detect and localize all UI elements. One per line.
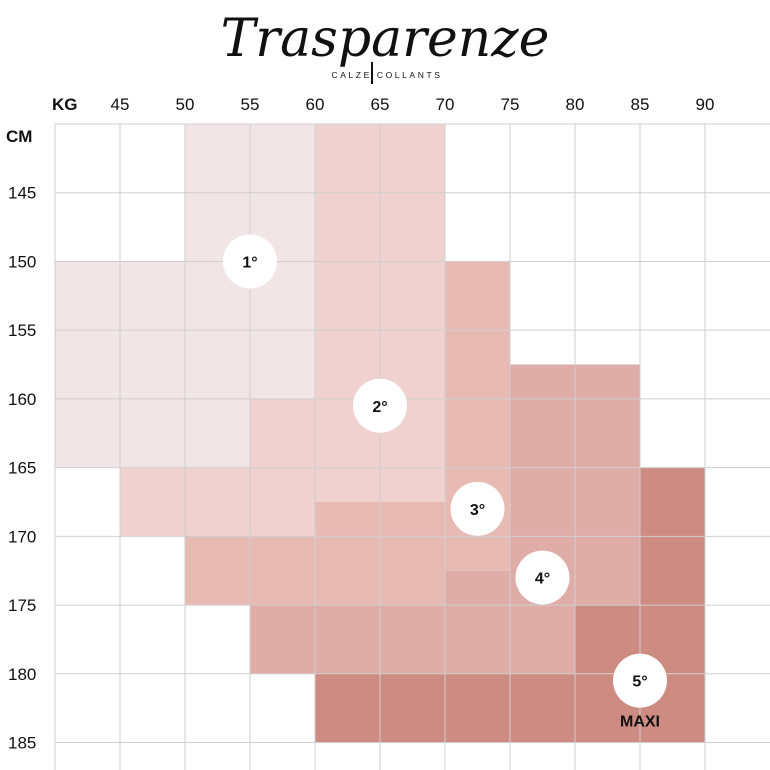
size-2-badge [353, 378, 407, 433]
size-5-badge [613, 653, 667, 708]
size-4-region [250, 605, 575, 674]
y-tick-label: 185 [8, 734, 36, 753]
y-unit-label: CM [6, 127, 32, 146]
y-tick-label: 165 [8, 459, 36, 478]
size-3-label: 3° [470, 502, 485, 519]
size-5-sublabel: MAXI [620, 714, 660, 731]
x-tick-label: 80 [566, 95, 585, 114]
y-tick-label: 170 [8, 527, 36, 546]
kg-axis: 45 50 55 60 65 70 75 80 85 90 [111, 95, 715, 114]
x-tick-label: 90 [696, 95, 715, 114]
x-tick-label: 65 [371, 95, 390, 114]
y-tick-label: 160 [8, 390, 36, 409]
size-2-label: 2° [372, 399, 387, 416]
size-4-label: 4° [535, 571, 550, 588]
brand-subtitle: CALZE COLLANTS [331, 70, 442, 80]
x-tick-label: 55 [241, 95, 260, 114]
y-tick-label: 150 [8, 252, 36, 271]
y-tick-label: 175 [8, 596, 36, 615]
x-tick-label: 60 [306, 95, 325, 114]
x-tick-label: 75 [501, 95, 520, 114]
size-4-region [445, 570, 510, 606]
size-1-badge [223, 234, 277, 289]
y-tick-label: 155 [8, 321, 36, 340]
x-tick-label: 85 [631, 95, 650, 114]
x-tick-label: 50 [176, 95, 195, 114]
size-1-label: 1° [242, 254, 257, 271]
y-tick-label: 180 [8, 665, 36, 684]
size-4-badge [515, 550, 570, 605]
cm-axis: 145 150 155 160 165 170 175 180 185 [8, 184, 36, 753]
x-tick-label: 70 [436, 95, 455, 114]
size-3-badge [450, 481, 505, 536]
brand-logo: Trasparenze CALZE COLLANTS [221, 9, 550, 84]
x-tick-label: 45 [111, 95, 130, 114]
size-5-label: 5° [632, 674, 647, 691]
x-unit-label: KG [52, 95, 78, 114]
y-tick-label: 145 [8, 184, 36, 203]
brand-name: Trasparenze [221, 9, 550, 69]
size-labels: 1° 2° 3° 4° 5° MAXI [223, 234, 667, 731]
